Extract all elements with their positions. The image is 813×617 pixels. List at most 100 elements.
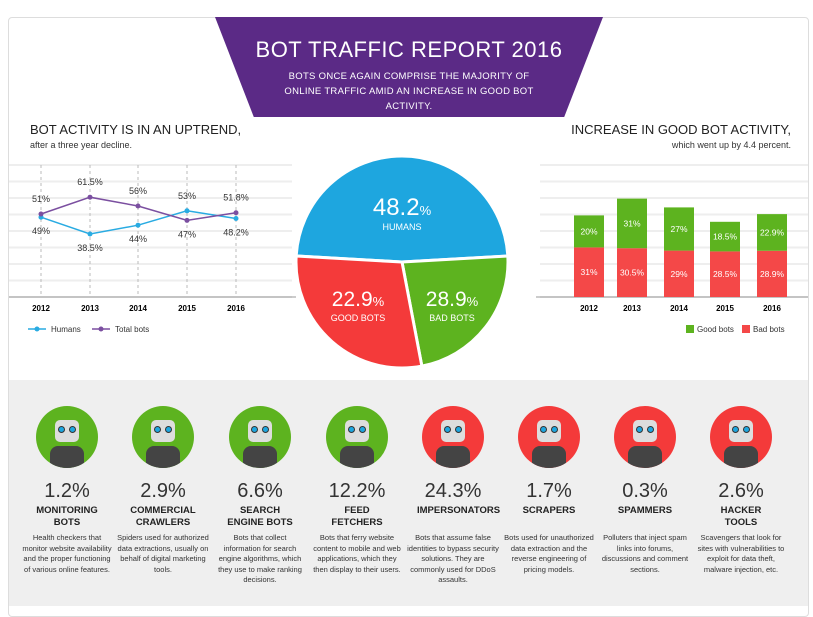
pie-slice-good-bots (400, 254, 510, 368)
data-point (38, 211, 44, 217)
bot-type-card: 1.7% SCRAPERS Bots used for unauthorized… (499, 406, 599, 575)
bar-label: 27% (670, 224, 687, 234)
bot-type-name: COMMERCIAL CRAWLERS (130, 505, 196, 528)
detective-robot-icon (229, 406, 291, 468)
legend-marker (34, 326, 40, 332)
data-point (233, 210, 239, 216)
data-point (135, 203, 141, 209)
bot-percentage: 1.2% (44, 480, 90, 502)
x-tick-label: 2014 (129, 304, 147, 313)
bar-label: 28.5% (713, 269, 738, 279)
legend-label: Total bots (115, 325, 149, 334)
bot-type-description: Bots that assume false identities to byp… (407, 533, 499, 584)
pie-value: 28.9% (426, 288, 479, 311)
pie-label: GOOD BOTS (331, 313, 386, 323)
data-point (135, 222, 141, 228)
bar-bad-bots (757, 250, 787, 297)
businessman-robot-icon (132, 406, 194, 468)
bar-bad-bots (574, 247, 604, 297)
legend-swatch (742, 325, 750, 333)
data-point (233, 215, 239, 221)
legend-marker (98, 326, 104, 332)
pie-label: HUMANS (382, 222, 421, 232)
bar-good-bots (710, 221, 740, 252)
page-subtitle: BOTS ONCE AGAIN COMPRISE THE MAJORITY OF… (284, 71, 534, 112)
bot-percentage: 0.3% (622, 480, 668, 502)
pie-value-number: 48.2 (373, 194, 420, 221)
data-label: 48.2% (223, 227, 249, 237)
bot-type-description: Bots that collect information for search… (218, 533, 302, 584)
x-tick-label: 2013 (81, 304, 99, 313)
bot-type-description: Scavengers that look for sites with vuln… (697, 533, 785, 574)
bar-chart-subtitle: which went up by 4.4 percent. (671, 140, 791, 150)
bot-type-card: 2.6% HACKER TOOLS Scavengers that look f… (691, 406, 791, 575)
bar-label: 20% (580, 226, 597, 236)
bot-type-description: Bots used for unauthorized data extracti… (504, 533, 594, 574)
bar-good-bots (664, 207, 694, 251)
data-label: 47% (178, 229, 196, 239)
bar-label: 22.9% (760, 227, 785, 237)
pie-value-number: 28.9 (426, 288, 467, 311)
courier-robot-icon (326, 406, 388, 468)
bar-good-bots (757, 214, 787, 251)
bot-type-name: HACKER TOOLS (720, 505, 762, 528)
pie-value: 22.9% (332, 288, 385, 311)
pie-value-unit: % (373, 294, 385, 309)
x-tick-label: 2014 (670, 304, 688, 313)
line-chart-subtitle: after a three year decline. (30, 140, 133, 150)
legend-swatch (686, 325, 694, 333)
pie-value-unit: % (467, 294, 479, 309)
x-tick-label: 2012 (580, 304, 598, 313)
data-point (184, 217, 190, 223)
data-label: 44% (129, 234, 147, 244)
data-label: 51.8% (223, 193, 249, 203)
bar-label: 30.5% (620, 268, 645, 278)
bot-percentage: 2.9% (140, 480, 186, 502)
x-tick-label: 2016 (763, 304, 781, 313)
line-chart-title: BOT ACTIVITY IS IN AN UPTREND, (30, 122, 242, 137)
header-banner: BOT TRAFFIC REPORT 2016 BOTS ONCE AGAIN … (215, 17, 603, 117)
bot-type-card: 0.3% SPAMMERS Polluters that inject spam… (595, 406, 695, 575)
x-tick-label: 2015 (178, 304, 196, 313)
data-label: 61.5% (77, 177, 103, 187)
bot-type-description: Polluters that inject spam links into fo… (601, 533, 689, 574)
pie-value-unit: % (420, 203, 432, 218)
pie-label: BAD BOTS (429, 313, 475, 323)
bar-chart-title: INCREASE IN GOOD BOT ACTIVITY, (571, 122, 791, 137)
pie-value: 48.2% (373, 194, 432, 221)
legend-label: Bad bots (753, 325, 785, 334)
zombie-robot-icon (614, 406, 676, 468)
bot-type-card: 6.6% SEARCH ENGINE BOTS Bots that collec… (210, 406, 310, 586)
bot-type-name: SCRAPERS (522, 505, 576, 516)
nurse-robot-icon (36, 406, 98, 468)
bot-type-description: Health checkers that monitor website ava… (22, 533, 112, 574)
legend-label: Good bots (697, 325, 734, 334)
bar-label: 31% (580, 267, 597, 277)
x-tick-label: 2013 (623, 304, 641, 313)
bot-type-card: 24.3% IMPERSONATORS Bots that assume fal… (403, 406, 503, 586)
bot-type-name: FEED FETCHERS (331, 505, 383, 528)
pie-slice-bad-bots (294, 254, 424, 370)
hooded-robot-icon (710, 406, 772, 468)
pie-slice-humans (294, 154, 510, 264)
bot-type-name: MONITORING BOTS (36, 505, 98, 528)
data-label: 38.5% (77, 243, 103, 253)
bot-percentage: 1.7% (526, 480, 572, 502)
burglar-robot-icon (518, 406, 580, 468)
bar-good-bots (617, 198, 647, 249)
bot-type-description: Spiders used for authorized data extract… (117, 533, 209, 574)
bar-good-bots (574, 215, 604, 248)
data-label: 51% (32, 194, 50, 204)
data-label: 49% (32, 226, 50, 236)
bot-type-description: Bots that ferry website content to mobil… (313, 533, 401, 574)
pie-value-number: 22.9 (332, 288, 373, 311)
bot-type-name: SEARCH ENGINE BOTS (227, 505, 293, 528)
bar-label: 18.5% (713, 232, 738, 242)
bar-label: 28.9% (760, 269, 785, 279)
bot-type-card: 1.2% MONITORING BOTS Health checkers tha… (17, 406, 117, 575)
data-label: 53% (178, 191, 196, 201)
bar-bad-bots (710, 251, 740, 297)
x-tick-label: 2015 (716, 304, 734, 313)
bot-percentage: 12.2% (328, 480, 386, 502)
bot-type-card: 12.2% FEED FETCHERS Bots that ferry webs… (307, 406, 407, 575)
